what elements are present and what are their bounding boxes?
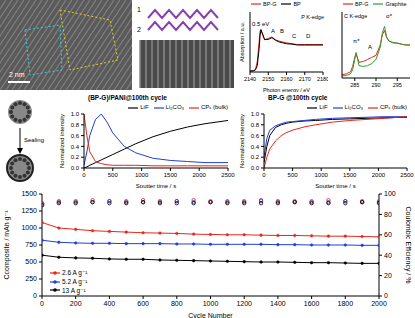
- html-text:B: B: [280, 28, 284, 34]
- svg-text:500: 500: [25, 258, 37, 265]
- html-text:2.6 A g⁻¹: 2.6 A g⁻¹: [62, 269, 88, 276]
- svg-text:Photon energy / eV: Photon energy / eV: [263, 87, 310, 92]
- html-text:Graphite: Graphite: [385, 1, 407, 7]
- svg-text:2150: 2150: [262, 76, 274, 82]
- svg-text:285: 285: [350, 82, 359, 88]
- svg-text:Ccomposite / mAh g⁻¹: Ccomposite / mAh g⁻¹: [8, 210, 11, 280]
- html-text:C: C: [292, 33, 297, 39]
- svg-text:0: 0: [40, 300, 44, 307]
- html-text:0.5 eV: 0.5 eV: [252, 21, 270, 27]
- svg-text:1500: 1500: [21, 190, 37, 197]
- svg-text:80: 80: [384, 211, 392, 218]
- svg-text:1500: 1500: [343, 172, 357, 178]
- svg-text:400: 400: [104, 300, 116, 307]
- svg-text:Cycle Number: Cycle Number: [188, 312, 233, 318]
- html-text:BP: BP: [293, 1, 301, 7]
- svg-text:0.6: 0.6: [251, 133, 260, 139]
- svg-text:1250: 1250: [21, 207, 37, 214]
- svg-text:750: 750: [25, 241, 37, 248]
- svg-text:2: 2: [137, 26, 141, 33]
- html-text:σ*: σ*: [386, 13, 392, 19]
- svg-text:Coulombic Efficiency / %: Coulombic Efficiency / %: [404, 207, 407, 284]
- svg-text:1800: 1800: [338, 300, 354, 307]
- html-text:(BP-G)/PANI@100th cycle: (BP-G)/PANI@100th cycle: [88, 94, 167, 101]
- svg-text:Normalized intensity: Normalized intensity: [59, 114, 65, 168]
- svg-text:200: 200: [70, 300, 82, 307]
- svg-text:2140: 2140: [244, 76, 256, 82]
- svg-text:20: 20: [384, 272, 392, 279]
- html-text:CPₓ (bulk): CPₓ (bulk): [201, 104, 228, 110]
- svg-text:0.2: 0.2: [71, 154, 80, 160]
- svg-text:0.0: 0.0: [71, 165, 80, 171]
- svg-text:1400: 1400: [270, 300, 286, 307]
- svg-text:800: 800: [171, 300, 183, 307]
- svg-text:2500: 2500: [221, 172, 235, 178]
- html-text:BP-G: BP-G: [263, 1, 277, 7]
- svg-text:1.0: 1.0: [251, 111, 260, 117]
- svg-text:2 nm: 2 nm: [9, 71, 25, 78]
- svg-text:1600: 1600: [304, 300, 320, 307]
- svg-text:0: 0: [384, 292, 388, 299]
- svg-text:1000: 1000: [135, 172, 149, 178]
- html-text:LiF: LiF: [140, 104, 149, 110]
- svg-text:2000: 2000: [372, 172, 386, 178]
- svg-text:295: 295: [393, 82, 402, 88]
- svg-text:0.2: 0.2: [251, 154, 260, 160]
- svg-text:500: 500: [108, 172, 119, 178]
- svg-text:60: 60: [384, 231, 392, 238]
- svg-text:0: 0: [33, 292, 37, 299]
- svg-text:Sputter time / s: Sputter time / s: [136, 183, 176, 188]
- html-text:5.2 A g⁻¹: 5.2 A g⁻¹: [62, 277, 88, 285]
- svg-text:Sputter time / s: Sputter time / s: [315, 183, 355, 188]
- html-text:13 A g⁻¹: 13 A g⁻¹: [62, 286, 86, 294]
- html-text:D: D: [306, 33, 311, 39]
- svg-text:2500: 2500: [400, 172, 407, 178]
- html-text:C K-edge: C K-edge: [344, 13, 368, 19]
- svg-text:0.6: 0.6: [71, 133, 80, 139]
- svg-text:1500: 1500: [164, 172, 178, 178]
- html-text:BP-G: BP-G: [355, 1, 369, 7]
- svg-text:500: 500: [288, 172, 299, 178]
- svg-text:40: 40: [384, 252, 392, 259]
- svg-text:0.0: 0.0: [251, 165, 260, 171]
- svg-text:2160: 2160: [280, 76, 292, 82]
- svg-text:290: 290: [371, 82, 380, 88]
- svg-text:2180: 2180: [317, 76, 328, 82]
- svg-text:1000: 1000: [21, 224, 37, 231]
- html-text:Li₂CO₃: Li₂CO₃: [344, 104, 363, 110]
- svg-text:600: 600: [137, 300, 149, 307]
- html-text:BP-G @100th cycle: BP-G @100th cycle: [268, 94, 328, 101]
- svg-text:1200: 1200: [236, 300, 252, 307]
- svg-text:0.8: 0.8: [251, 122, 260, 128]
- html-text:LiF: LiF: [319, 104, 328, 110]
- svg-text:1.0: 1.0: [71, 111, 80, 117]
- svg-text:0: 0: [82, 172, 86, 178]
- html-text:CPₓ (bulk): CPₓ (bulk): [380, 104, 407, 110]
- svg-text:1000: 1000: [203, 300, 219, 307]
- svg-text:0.4: 0.4: [251, 144, 260, 150]
- html-text:A: A: [368, 44, 372, 50]
- svg-text:0.4: 0.4: [71, 144, 80, 150]
- svg-text:Sealing: Sealing: [24, 137, 44, 143]
- html-text:π*: π*: [353, 38, 360, 44]
- svg-text:0.8: 0.8: [71, 122, 80, 128]
- html-text:A: A: [271, 28, 275, 34]
- html-text:Li₂CO₃: Li₂CO₃: [165, 104, 184, 110]
- svg-text:0: 0: [262, 172, 266, 178]
- svg-text:250: 250: [25, 275, 37, 282]
- svg-text:2000: 2000: [371, 300, 387, 307]
- svg-text:1000: 1000: [315, 172, 329, 178]
- html-text:P K-edge: P K-edge: [301, 14, 324, 20]
- svg-text:2170: 2170: [299, 76, 311, 82]
- svg-text:1: 1: [137, 6, 141, 13]
- svg-text:Normalized intensity: Normalized intensity: [239, 114, 245, 168]
- svg-text:100: 100: [384, 190, 396, 197]
- svg-text:2000: 2000: [193, 172, 207, 178]
- svg-text:Absorption / a.u.: Absorption / a.u.: [239, 22, 245, 63]
